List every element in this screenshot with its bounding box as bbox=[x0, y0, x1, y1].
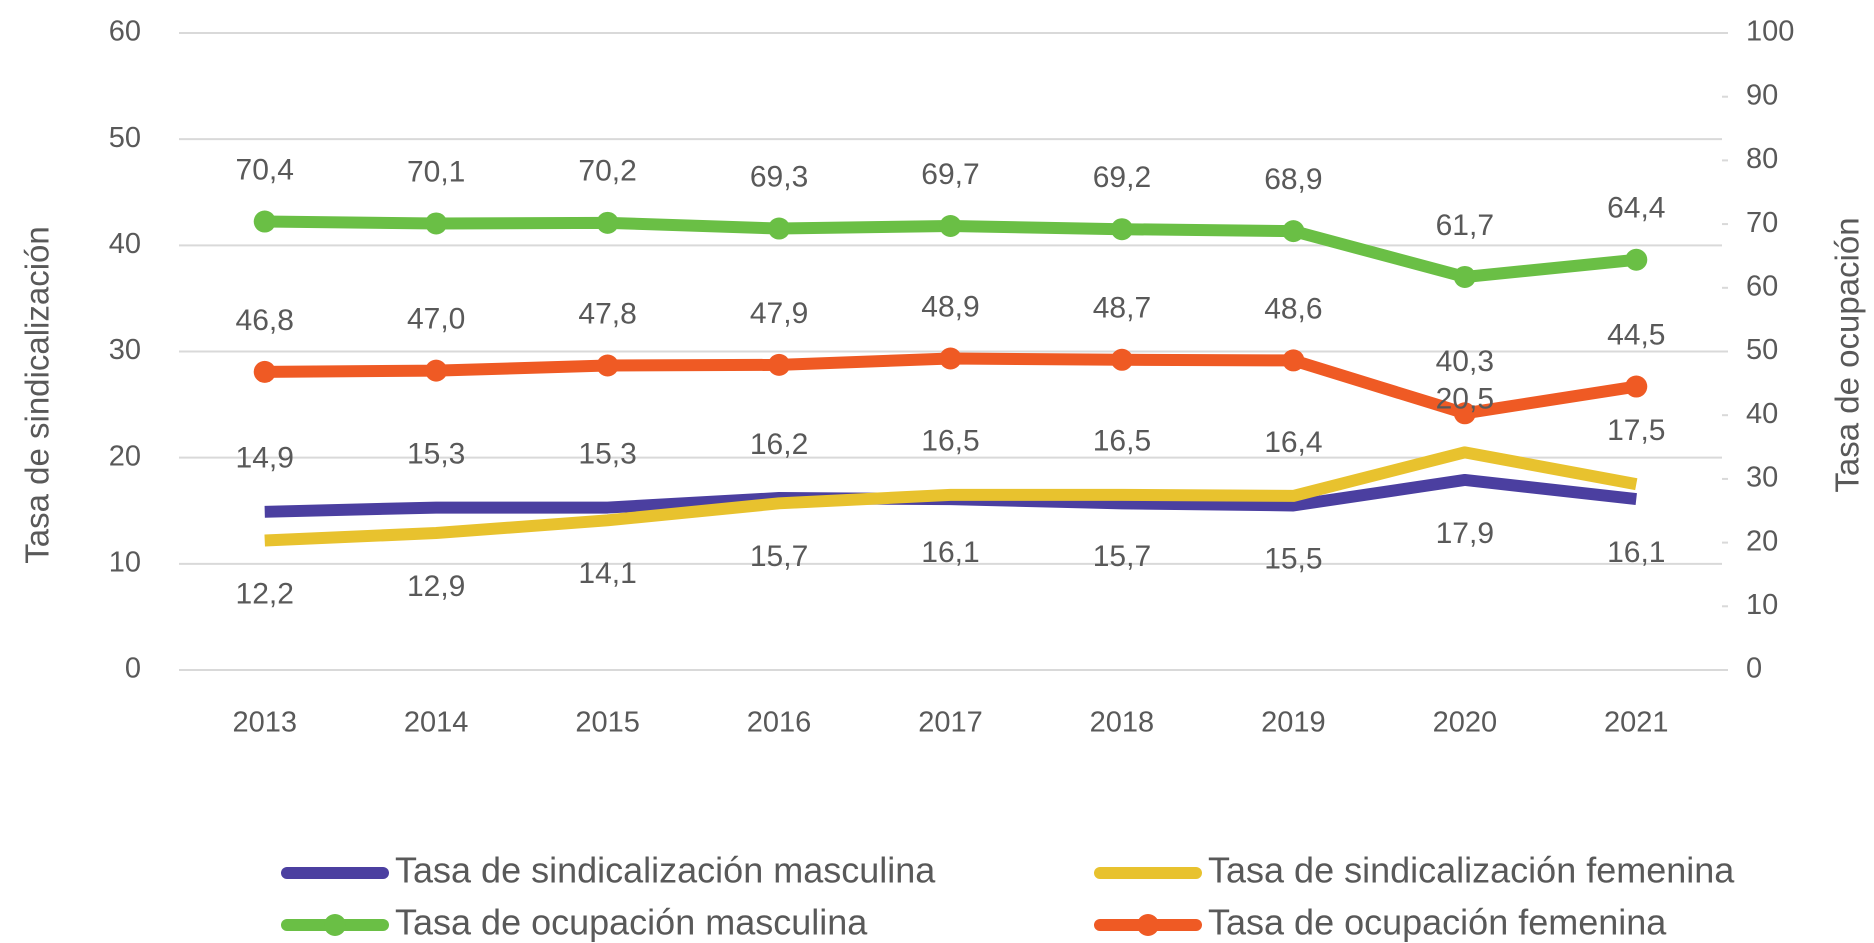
series-marker bbox=[1282, 220, 1305, 243]
series-marker bbox=[1110, 348, 1133, 371]
data-label: 15,3 bbox=[578, 437, 636, 470]
x-tick-label: 2020 bbox=[1433, 707, 1498, 739]
data-label: 16,5 bbox=[921, 425, 979, 458]
data-label: 48,7 bbox=[1093, 292, 1151, 325]
x-tick-label: 2014 bbox=[404, 707, 469, 739]
y-axis-title: Tasa de sindicalización bbox=[19, 226, 56, 564]
data-label: 16,2 bbox=[750, 428, 808, 461]
data-label: 70,2 bbox=[578, 155, 636, 188]
data-label: 69,2 bbox=[1093, 161, 1151, 194]
y-tick-label: 60 bbox=[109, 16, 141, 48]
legend-label: Tasa de sindicalización femenina bbox=[1208, 850, 1735, 891]
series-marker bbox=[253, 210, 276, 233]
series-marker bbox=[425, 212, 448, 235]
data-label: 15,7 bbox=[750, 540, 808, 573]
y-tick-label: 10 bbox=[109, 546, 141, 578]
data-label: 16,1 bbox=[921, 536, 979, 569]
data-label: 47,8 bbox=[578, 297, 636, 330]
y2-tick-label: 60 bbox=[1746, 270, 1778, 302]
data-label: 48,9 bbox=[921, 290, 979, 323]
data-label: 17,5 bbox=[1607, 414, 1665, 447]
y-tick-label: 30 bbox=[109, 334, 141, 366]
data-label: 15,7 bbox=[1093, 540, 1151, 573]
x-tick-label: 2021 bbox=[1604, 707, 1669, 739]
series-marker bbox=[939, 347, 962, 370]
x-tick-label: 2013 bbox=[232, 707, 297, 739]
y-tick-label: 0 bbox=[125, 653, 141, 685]
series-marker bbox=[1625, 375, 1648, 398]
data-label: 61,7 bbox=[1436, 209, 1494, 242]
legend-marker bbox=[1137, 914, 1159, 936]
data-label: 44,5 bbox=[1607, 318, 1665, 351]
series-marker bbox=[596, 354, 619, 377]
x-tick-label: 2015 bbox=[575, 707, 640, 739]
data-label: 47,0 bbox=[407, 303, 465, 336]
y2-tick-label: 50 bbox=[1746, 334, 1778, 366]
series-marker bbox=[596, 211, 619, 234]
y-tick-label: 40 bbox=[109, 228, 141, 260]
data-label: 70,4 bbox=[236, 153, 294, 186]
data-label: 40,3 bbox=[1436, 345, 1494, 378]
y2-tick-label: 100 bbox=[1746, 16, 1794, 48]
data-label: 16,4 bbox=[1264, 426, 1322, 459]
series-marker bbox=[1282, 349, 1305, 372]
data-label: 46,8 bbox=[236, 304, 294, 337]
data-label: 14,1 bbox=[578, 557, 636, 590]
x-tick-label: 2018 bbox=[1090, 707, 1155, 739]
y2-tick-label: 0 bbox=[1746, 653, 1762, 685]
x-tick-label: 2017 bbox=[918, 707, 983, 739]
y2-tick-label: 10 bbox=[1746, 589, 1778, 621]
data-label: 12,9 bbox=[407, 570, 465, 603]
y2-tick-label: 20 bbox=[1746, 525, 1778, 557]
data-label: 70,1 bbox=[407, 155, 465, 188]
y2-axis-title: Tasa de ocupación bbox=[1829, 217, 1866, 492]
y-tick-label: 50 bbox=[109, 122, 141, 154]
y2-tick-label: 40 bbox=[1746, 398, 1778, 430]
series-marker bbox=[1110, 218, 1133, 241]
data-label: 16,5 bbox=[1093, 425, 1151, 458]
data-label: 69,7 bbox=[921, 158, 979, 191]
data-label: 15,5 bbox=[1264, 542, 1322, 575]
data-label: 68,9 bbox=[1264, 163, 1322, 196]
data-label: 48,6 bbox=[1264, 292, 1322, 325]
data-label: 17,9 bbox=[1436, 517, 1494, 550]
series-marker bbox=[425, 359, 448, 382]
legend-marker bbox=[324, 914, 346, 936]
y2-tick-label: 90 bbox=[1746, 79, 1778, 111]
data-label: 64,4 bbox=[1607, 192, 1665, 225]
data-label: 20,5 bbox=[1436, 382, 1494, 415]
x-tick-label: 2019 bbox=[1261, 707, 1326, 739]
legend-label: Tasa de ocupación masculina bbox=[395, 902, 868, 943]
series-marker bbox=[1625, 248, 1648, 271]
y-tick-label: 20 bbox=[109, 440, 141, 472]
y2-tick-label: 30 bbox=[1746, 462, 1778, 494]
data-label: 12,2 bbox=[236, 577, 294, 610]
series-marker bbox=[939, 215, 962, 238]
legend-label: Tasa de ocupación femenina bbox=[1208, 902, 1667, 943]
data-label: 15,3 bbox=[407, 437, 465, 470]
series-line bbox=[264, 446, 1638, 547]
data-label: 69,3 bbox=[750, 160, 808, 193]
y2-tick-label: 70 bbox=[1746, 207, 1778, 239]
series-marker bbox=[1453, 402, 1476, 425]
x-tick-label: 2016 bbox=[747, 707, 812, 739]
series-marker bbox=[768, 217, 791, 240]
series-marker bbox=[768, 353, 791, 376]
data-label: 16,1 bbox=[1607, 536, 1665, 569]
data-label: 47,9 bbox=[750, 297, 808, 330]
series-marker bbox=[1453, 265, 1476, 288]
series-marker bbox=[253, 360, 276, 383]
data-label: 14,9 bbox=[236, 442, 294, 475]
legend-label: Tasa de sindicalización masculina bbox=[395, 850, 936, 891]
y2-tick-label: 80 bbox=[1746, 143, 1778, 175]
